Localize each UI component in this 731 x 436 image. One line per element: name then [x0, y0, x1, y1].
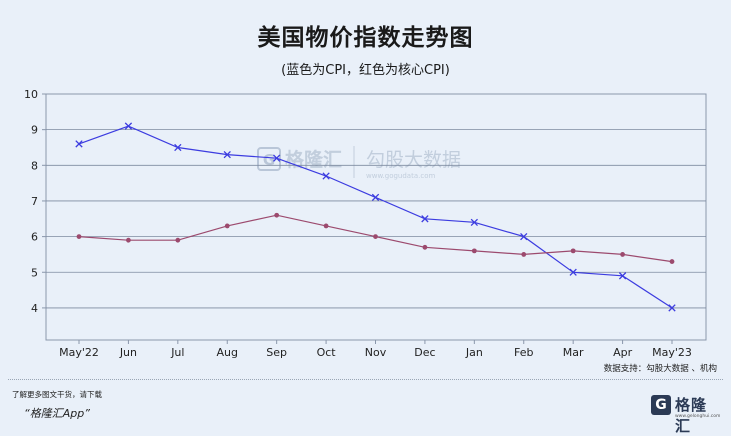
core_cpi-point — [422, 244, 428, 250]
x-tick-label: Mar — [563, 346, 584, 359]
cpi-point — [124, 122, 133, 130]
y-tick-label: 9 — [31, 124, 38, 137]
x-tick-label: Jun — [119, 346, 137, 359]
cpi-point — [223, 150, 231, 159]
watermark-product: 勾股大数据 — [366, 149, 461, 171]
x-tick-label: Jul — [170, 346, 184, 359]
chart-subtitle: (蓝色为CPI，红色为核心CPI) — [281, 63, 450, 78]
cpi-point — [273, 154, 281, 162]
x-tick-label: Dec — [414, 346, 435, 359]
x-tick-label: Feb — [514, 346, 533, 359]
data-source: 数据支持：勾股大数据 、机构 — [603, 364, 717, 374]
core_cpi-point — [471, 248, 477, 254]
cpi-point — [569, 268, 577, 276]
y-tick-label: 8 — [31, 159, 38, 172]
y-tick-label: 5 — [31, 266, 38, 279]
download-prompt: 了解更多图文干货，请下载 — [12, 390, 102, 399]
core_cpi-point — [274, 212, 280, 218]
y-tick-label: 7 — [31, 195, 38, 208]
y-tick-label: 10 — [24, 88, 38, 101]
core_cpi-point — [570, 248, 576, 254]
footer-divider — [8, 379, 723, 380]
watermark-brand: 格隆汇 — [285, 148, 342, 171]
core_cpi-point — [521, 252, 527, 257]
cpi-point — [618, 272, 627, 280]
x-tick-label: Jan — [465, 346, 483, 359]
cpi-point — [322, 172, 330, 180]
logo-text: 格隆汇 — [675, 396, 708, 435]
logo-mark: G — [651, 395, 671, 415]
x-tick-label: Oct — [317, 346, 337, 359]
logo-url: www.gelonghui.com — [675, 414, 721, 419]
x-tick-label: May'23 — [652, 346, 692, 359]
chart-title: 美国物价指数走势图 — [257, 25, 474, 51]
core_cpi-point — [669, 259, 675, 264]
core_cpi-point — [620, 252, 625, 257]
cpi-point — [75, 140, 83, 148]
y-tick-label: 4 — [31, 302, 38, 315]
cpi-point — [371, 193, 380, 202]
core_cpi-point — [323, 223, 329, 229]
cpi-point — [470, 218, 478, 227]
core_cpi-point — [76, 234, 82, 240]
core_cpi-point — [373, 234, 378, 240]
plot-frame — [45, 93, 707, 341]
watermark-url: www.gogudata.com — [366, 172, 435, 180]
x-tick-label: May'22 — [59, 346, 99, 359]
cpi-point — [520, 232, 528, 241]
cpi-point — [174, 143, 182, 152]
app-name: “格隆汇App” — [24, 407, 90, 420]
y-tick-label: 6 — [31, 231, 38, 244]
core_cpi-point — [126, 237, 131, 243]
x-tick-label: Sep — [266, 346, 287, 359]
x-tick-label: Aug — [217, 346, 238, 359]
x-tick-label: Apr — [613, 346, 633, 359]
brand-logo: G 格隆汇 www.gelonghui.com — [651, 393, 721, 435]
cpi-point — [668, 304, 676, 312]
core_cpi-point — [224, 223, 230, 229]
watermark-logo-letter: G — [263, 151, 275, 169]
x-tick-label: Nov — [365, 346, 387, 359]
core_cpi-point — [175, 237, 181, 243]
cpi-point — [421, 215, 429, 223]
